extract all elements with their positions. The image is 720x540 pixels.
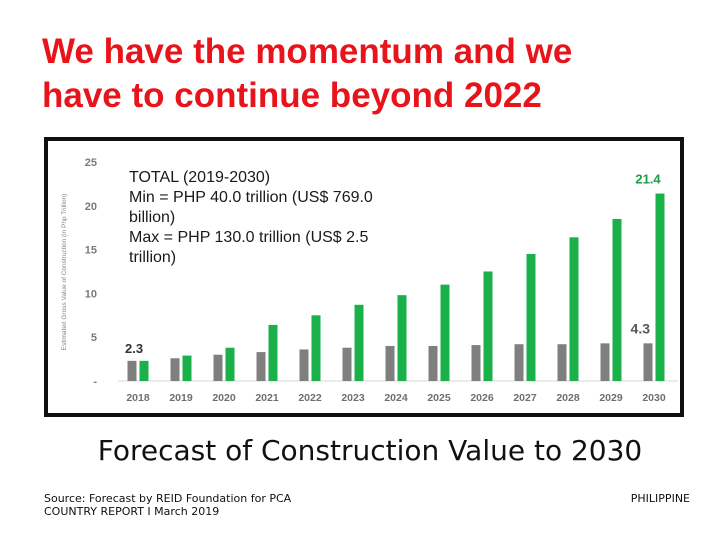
bar-min-2028	[557, 344, 567, 381]
title-line-1: We have the momentum and we	[42, 32, 573, 71]
x-tick-label: 2025	[427, 392, 451, 404]
bar-min-2020	[213, 354, 223, 381]
x-tick-label: 2029	[599, 392, 623, 404]
bar-min-2018	[127, 360, 137, 381]
x-tick-label: 2019	[169, 392, 193, 404]
x-tick-label: 2024	[384, 392, 408, 404]
total-range-textbox: TOTAL (2019-2030) Min = PHP 40.0 trillio…	[129, 168, 449, 268]
bar-max-2022	[311, 315, 321, 381]
y-tick-label: -	[93, 376, 97, 388]
x-tick-label: 2023	[341, 392, 365, 404]
bar-max-2026	[483, 271, 493, 381]
chart-caption: Forecast of Construction Value to 2030	[97, 434, 643, 467]
bar-max-2023	[354, 304, 364, 381]
country-label: PHILIPPINE	[630, 492, 690, 505]
bar-max-2021	[268, 324, 278, 381]
x-tick-label: 2018	[126, 392, 150, 404]
bar-min-2027	[514, 344, 524, 381]
bar-max-2018	[139, 360, 149, 381]
data-label-21.4: 21.4	[635, 172, 661, 187]
source-line-2: COUNTRY REPORT I March 2019	[44, 505, 220, 518]
x-tick-label: 2027	[513, 392, 537, 404]
total-line-4: Max = PHP 130.0 trillion (US$ 2.5	[129, 229, 369, 246]
x-tick-label: 2028	[556, 392, 580, 404]
bar-min-2026	[471, 345, 481, 381]
bar-min-2030	[643, 343, 653, 381]
bar-min-2021	[256, 352, 266, 381]
bar-max-2025	[440, 284, 450, 381]
bar-max-2029	[612, 218, 622, 381]
source-note: Source: Forecast by REID Foundation for …	[44, 492, 291, 518]
source-line-1: Source: Forecast by REID Foundation for …	[44, 492, 292, 505]
slide-title: We have the momentum and we have to cont…	[42, 30, 702, 118]
data-label-2.3: 2.3	[125, 341, 143, 356]
bar-max-2027	[526, 253, 536, 381]
data-label-4.3: 4.3	[631, 320, 651, 336]
bar-min-2019	[170, 358, 180, 381]
bar-min-2029	[600, 343, 610, 381]
y-tick-label: 5	[91, 332, 97, 344]
bar-max-2024	[397, 295, 407, 381]
y-tick-label: 10	[85, 288, 97, 300]
x-tick-label: 2020	[212, 392, 236, 404]
bar-min-2025	[428, 345, 438, 381]
bar-max-2028	[569, 237, 579, 381]
y-tick-label: 15	[85, 245, 97, 257]
bar-min-2024	[385, 345, 395, 381]
total-line-5: trillion)	[129, 249, 177, 266]
bar-max-2020	[225, 347, 235, 381]
y-tick-label: 20	[85, 201, 97, 213]
bar-min-2022	[299, 349, 309, 381]
x-tick-label: 2026	[470, 392, 494, 404]
bar-min-2023	[342, 347, 352, 381]
total-line-2: Min = PHP 40.0 trillion (US$ 769.0	[129, 189, 373, 206]
x-tick-label: 2030	[642, 392, 666, 404]
total-line-3: billion)	[129, 209, 176, 226]
bar-max-2030	[655, 193, 665, 381]
x-tick-label: 2021	[255, 392, 279, 404]
y-axis-label: Estimated Gross Value of Construction (i…	[61, 194, 68, 351]
bar-max-2019	[182, 355, 192, 381]
title-line-2: have to continue beyond 2022	[42, 76, 542, 115]
y-tick-label: 25	[85, 157, 97, 169]
x-tick-label: 2022	[298, 392, 322, 404]
total-line-1: TOTAL (2019-2030)	[129, 169, 271, 186]
